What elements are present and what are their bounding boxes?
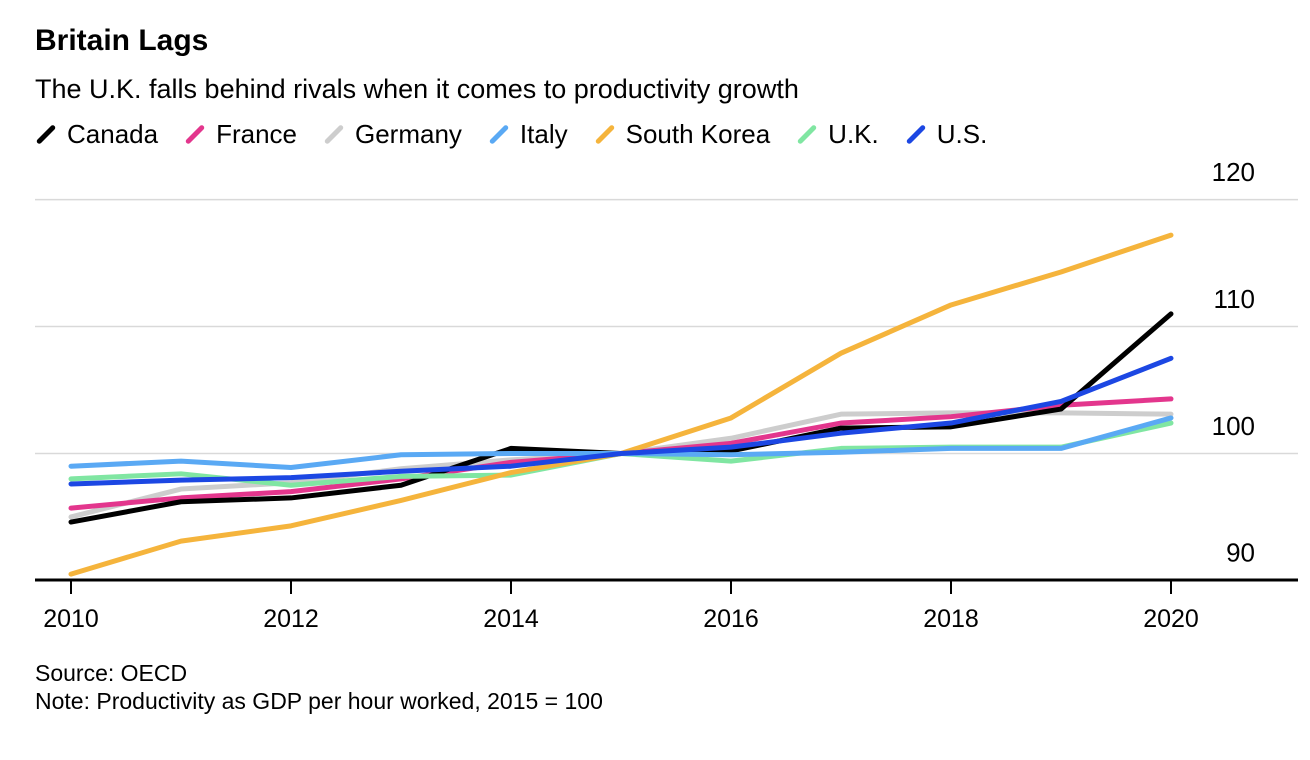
legend-item-canada: Canada [35,119,158,150]
legend-item-italy: Italy [488,119,568,150]
y-tick-label-110: 110 [1214,284,1255,314]
legend-item-u-k: U.K. [796,119,879,150]
series-line-canada [68,311,1174,525]
series-line-u-s [68,355,1174,487]
y-tick-label-120: 120 [1212,157,1255,187]
x-tick-label-2020: 2020 [1143,605,1199,633]
legend-label: South Korea [625,118,771,149]
x-tick-label-2016: 2016 [703,605,759,633]
y-tick-label-100: 100 [1212,411,1255,441]
legend-item-south-korea: South Korea [594,118,771,150]
x-tick-label-2010: 2010 [43,605,99,633]
legend-item-france: France [184,119,297,150]
chart-title: Britain Lags [35,24,209,57]
legend-label: Canada [67,118,159,149]
chart-subtitle: The U.K. falls behind rivals when it com… [35,74,799,104]
legend-label: Italy [519,118,568,149]
note-line: Note: Productivity as GDP per hour worke… [35,688,603,714]
legend-label: France [216,118,297,149]
y-tick-label-90: 90 [1226,538,1255,568]
legend-label: U.S. [936,118,988,149]
x-tick-label-2018: 2018 [923,605,979,633]
series-line-south-korea [68,232,1174,577]
series-line-italy [68,415,1174,470]
legend-item-germany: Germany [323,119,462,150]
x-tick-label-2014: 2014 [483,605,539,633]
source-line: Source: OECD [35,660,188,686]
legend-item-u-s: U.S. [905,118,988,150]
legend-label: U.K. [828,118,879,149]
x-tick-label-2012: 2012 [263,605,319,633]
legend: Canada France Germany Italy South Korea U.K. U… [35,118,987,150]
legend-label: Germany [355,118,462,149]
